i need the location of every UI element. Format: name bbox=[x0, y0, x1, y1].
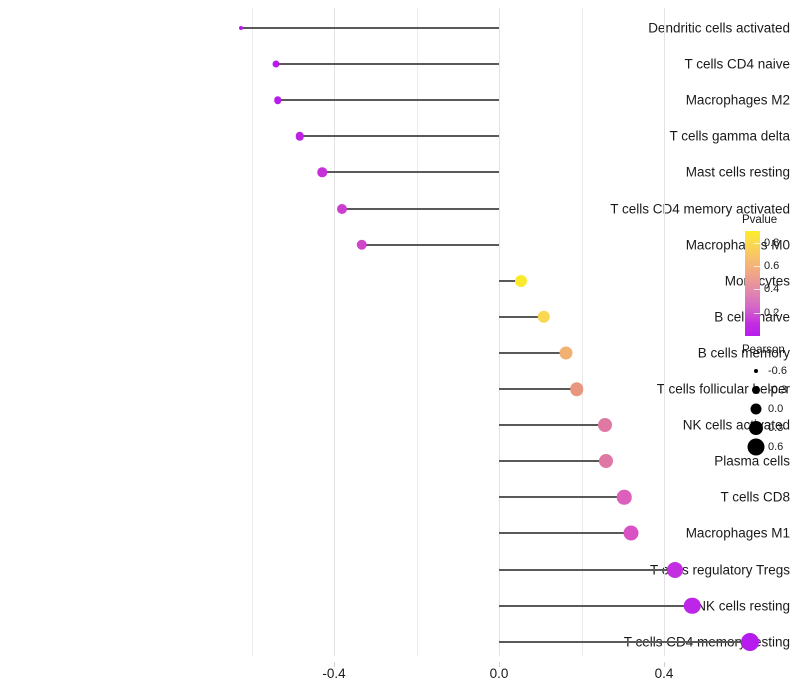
pearson-legend-entries: -0.6 -0.3 0.0 0.3 0.6 bbox=[742, 361, 800, 456]
colorbar-tick-mark bbox=[754, 312, 760, 314]
y-axis-tick-label: Plasma cells bbox=[714, 453, 790, 469]
x-axis-tick-label: 0.0 bbox=[489, 666, 509, 681]
pvalue-legend-title: Pvalue bbox=[742, 214, 778, 226]
lollipop-stem bbox=[499, 604, 693, 607]
lollipop-dot[interactable] bbox=[684, 597, 701, 614]
gridline-major bbox=[664, 8, 665, 656]
lollipop-stem bbox=[499, 568, 676, 571]
x-axis-tick-label: -0.4 bbox=[322, 666, 346, 681]
gridline-minor bbox=[251, 8, 253, 656]
lollipop-stem bbox=[499, 460, 606, 463]
lollipop-stem bbox=[499, 388, 577, 390]
x-axis-tick-label: 0.4 bbox=[654, 666, 674, 681]
y-axis-tick-label: T cells gamma delta bbox=[669, 128, 790, 144]
lollipop-dot[interactable] bbox=[295, 132, 304, 141]
y-axis-tick-label: Macrophages M1 bbox=[685, 525, 790, 541]
pearson-legend-entry: 0.0 bbox=[742, 399, 800, 418]
lollipop-stem bbox=[499, 640, 750, 643]
x-axis-tick-mark bbox=[334, 662, 335, 667]
y-axis-tick-label: T cells regulatory Tregs bbox=[649, 561, 790, 577]
pvalue-colorbar bbox=[745, 231, 760, 336]
lollipop-stem bbox=[499, 279, 521, 282]
lollipop-dot[interactable] bbox=[514, 274, 527, 287]
colorbar-tick-mark bbox=[754, 266, 760, 267]
x-axis-tick-mark bbox=[499, 662, 500, 667]
colorbar-tick-label: 0.2 bbox=[764, 306, 780, 319]
gridline-minor bbox=[416, 8, 418, 656]
pearson-legend-dot bbox=[750, 403, 762, 414]
pearson-legend-label: 0.3 bbox=[768, 421, 784, 434]
lollipop-stem bbox=[277, 99, 499, 102]
pvalue-legend: Pvalue 0.8 0.6 0.4 0.2 bbox=[742, 214, 800, 336]
pearson-legend-dot bbox=[754, 368, 758, 373]
lollipop-dot[interactable] bbox=[667, 561, 684, 578]
lollipop-dot[interactable] bbox=[623, 525, 639, 541]
lollipop-dot[interactable] bbox=[597, 418, 612, 433]
pearson-legend-dot bbox=[747, 438, 765, 455]
lollipop-stem bbox=[499, 496, 625, 499]
colorbar-tick-mark bbox=[754, 289, 760, 291]
lollipop-stem bbox=[275, 63, 499, 66]
lollipop-stem bbox=[361, 243, 499, 246]
pearson-legend-label: -0.3 bbox=[768, 383, 787, 396]
gridline-major bbox=[334, 8, 335, 656]
pearson-legend-entry: -0.3 bbox=[742, 380, 800, 399]
lollipop-stem bbox=[299, 135, 499, 138]
lollipop-dot[interactable] bbox=[336, 203, 347, 214]
lollipop-stem bbox=[499, 315, 544, 318]
y-axis-tick-label: Mast cells resting bbox=[685, 164, 790, 180]
pearson-legend-entry: 0.6 bbox=[742, 437, 800, 456]
lollipop-stem bbox=[499, 424, 605, 427]
lollipop-dot[interactable] bbox=[356, 239, 367, 250]
y-axis-tick-label: T cells CD4 memory activated bbox=[610, 200, 790, 216]
pearson-legend-label: -0.6 bbox=[768, 364, 787, 377]
colorbar-tick-mark bbox=[754, 242, 760, 244]
pearson-legend: Pearson -0.6 -0.3 0.0 0.3 0.6 bbox=[742, 344, 800, 456]
plot-panel bbox=[235, 8, 759, 656]
lollipop-dot[interactable] bbox=[239, 26, 244, 30]
pearson-legend-label: 0.6 bbox=[768, 440, 784, 453]
x-axis-tick-mark bbox=[664, 662, 665, 667]
lollipop-dot[interactable] bbox=[617, 490, 632, 505]
y-axis-tick-label: NK cells activated bbox=[682, 417, 790, 433]
pearson-legend-title: Pearson bbox=[742, 344, 785, 356]
lollipop-dot[interactable] bbox=[537, 310, 551, 324]
pearson-legend-dot bbox=[752, 385, 760, 394]
lollipop-dot[interactable] bbox=[317, 167, 327, 178]
lollipop-dot[interactable] bbox=[570, 382, 584, 396]
lollipop-stem bbox=[322, 171, 499, 174]
lollipop-dot[interactable] bbox=[740, 632, 759, 651]
lollipop-dot[interactable] bbox=[598, 454, 613, 469]
gridline-minor bbox=[581, 8, 583, 656]
lollipop-dot[interactable] bbox=[274, 96, 282, 104]
y-axis-tick-label: Macrophages M0 bbox=[685, 236, 790, 252]
lollipop-dot[interactable] bbox=[272, 60, 280, 68]
y-axis-tick-label: T cells CD4 naive bbox=[684, 56, 790, 72]
pearson-legend-entry: 0.3 bbox=[742, 418, 800, 437]
y-axis-tick-label: T cells CD8 bbox=[720, 489, 790, 505]
gridline-major bbox=[499, 8, 500, 656]
pvalue-colorbar-wrap: 0.8 0.6 0.4 0.2 bbox=[742, 231, 798, 336]
y-axis-tick-label: NK cells resting bbox=[696, 597, 790, 613]
y-axis-tick-label: Dendritic cells activated bbox=[648, 20, 790, 36]
lollipop-stem bbox=[499, 532, 631, 535]
lollipop-stem bbox=[499, 351, 567, 354]
lollipop-stem bbox=[241, 27, 499, 29]
pearson-legend-entry: -0.6 bbox=[742, 361, 800, 380]
pearson-legend-dot bbox=[749, 420, 763, 435]
pearson-legend-label: 0.0 bbox=[768, 402, 784, 415]
y-axis-tick-label: B cells memory bbox=[697, 345, 790, 361]
colorbar-tick-label: 0.8 bbox=[764, 236, 780, 249]
colorbar-tick-label: 0.4 bbox=[764, 283, 780, 296]
y-axis-tick-label: Macrophages M2 bbox=[685, 92, 790, 108]
colorbar-tick-label: 0.6 bbox=[764, 260, 780, 272]
lollipop-dot[interactable] bbox=[559, 346, 573, 360]
lollipop-stem bbox=[341, 207, 499, 210]
